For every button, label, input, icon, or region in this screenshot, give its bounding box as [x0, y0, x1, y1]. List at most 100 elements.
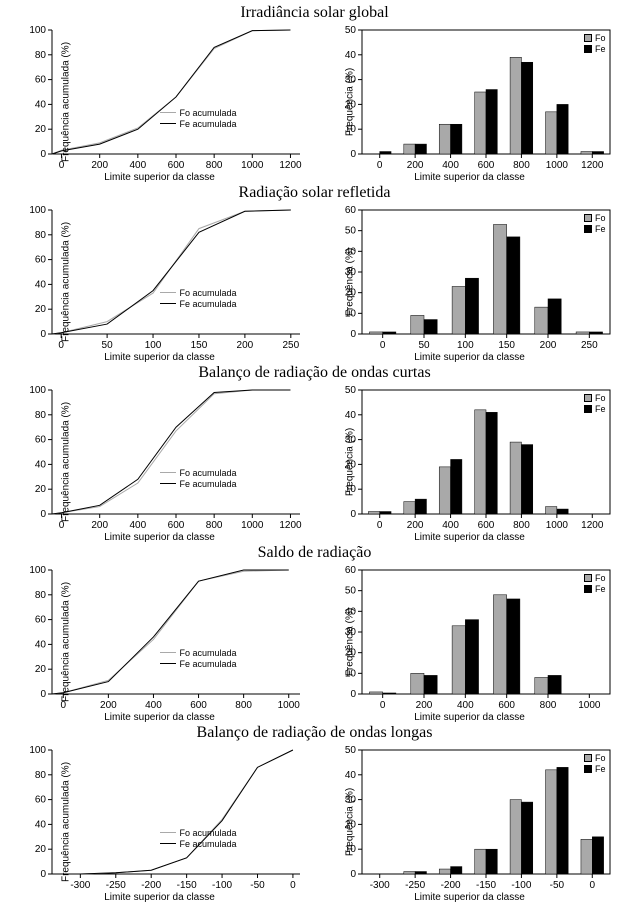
- svg-text:1200: 1200: [581, 160, 604, 171]
- x-axis-label: Limite superior da classe: [414, 532, 525, 543]
- svg-text:400: 400: [129, 520, 146, 531]
- svg-text:200: 200: [236, 340, 253, 351]
- svg-text:20: 20: [34, 664, 46, 675]
- legend-fo: Fo: [595, 213, 606, 223]
- svg-text:100: 100: [144, 340, 161, 351]
- svg-text:40: 40: [344, 770, 356, 781]
- svg-text:1000: 1000: [241, 520, 264, 531]
- section-0: Irradiância solar global0204060801000200…: [2, 4, 627, 182]
- svg-text:1000: 1000: [578, 700, 601, 711]
- legend-cumulative: Fo acumuladaFe acumulada: [160, 287, 237, 309]
- svg-text:60: 60: [34, 75, 46, 86]
- svg-text:80: 80: [34, 50, 46, 61]
- svg-text:600: 600: [477, 520, 494, 531]
- section-title: Irradiância solar global: [2, 4, 627, 22]
- svg-text:-200: -200: [141, 880, 161, 891]
- legend-fe: Fe: [595, 404, 606, 414]
- svg-text:40: 40: [34, 99, 46, 110]
- x-axis-label: Limite superior da classe: [104, 352, 215, 363]
- svg-text:600: 600: [477, 160, 494, 171]
- panel-row: 020406080100050100150200250Frequência ac…: [2, 202, 627, 362]
- svg-text:0: 0: [379, 340, 385, 351]
- svg-text:0: 0: [376, 160, 382, 171]
- legend-fo-acc: Fo acumulada: [180, 288, 237, 298]
- cumulative-chart: 020406080100050100150200250Frequência ac…: [10, 202, 310, 362]
- svg-text:1200: 1200: [581, 520, 604, 531]
- x-axis-label: Limite superior da classe: [414, 172, 525, 183]
- frequency-chart: 01020304050020040060080010001200Frequênc…: [320, 22, 620, 182]
- legend-fo: Fo: [595, 33, 606, 43]
- svg-text:50: 50: [344, 226, 356, 237]
- svg-text:200: 200: [406, 520, 423, 531]
- panel-row: 020406080100020040060080010001200Frequên…: [2, 22, 627, 182]
- legend-frequency: FoFe: [584, 392, 606, 414]
- cumulative-chart: 020406080100-300-250-200-150-100-500Freq…: [10, 742, 310, 902]
- x-axis-label: Limite superior da classe: [104, 712, 215, 723]
- svg-text:50: 50: [344, 25, 356, 36]
- svg-text:100: 100: [29, 25, 46, 36]
- x-axis-label: Limite superior da classe: [104, 892, 215, 903]
- svg-text:40: 40: [34, 639, 46, 650]
- svg-text:800: 800: [513, 520, 530, 531]
- svg-text:400: 400: [129, 160, 146, 171]
- svg-text:200: 200: [91, 160, 108, 171]
- svg-text:200: 200: [406, 160, 423, 171]
- svg-text:600: 600: [167, 160, 184, 171]
- legend-cumulative: Fo acumuladaFe acumulada: [160, 107, 237, 129]
- svg-text:0: 0: [350, 689, 356, 700]
- legend-fo: Fo: [595, 393, 606, 403]
- legend-fo-acc: Fo acumulada: [180, 468, 237, 478]
- svg-text:60: 60: [344, 205, 356, 216]
- svg-text:20: 20: [34, 844, 46, 855]
- svg-text:40: 40: [34, 279, 46, 290]
- svg-text:60: 60: [34, 435, 46, 446]
- frequency-chart: 0102030405060050100150200250Frequência (…: [320, 202, 620, 362]
- svg-text:50: 50: [101, 340, 113, 351]
- legend-fo: Fo: [595, 573, 606, 583]
- svg-text:250: 250: [282, 340, 299, 351]
- legend-fe: Fe: [595, 764, 606, 774]
- svg-text:400: 400: [442, 160, 459, 171]
- svg-text:0: 0: [290, 880, 296, 891]
- svg-text:600: 600: [167, 520, 184, 531]
- x-axis-label: Limite superior da classe: [104, 172, 215, 183]
- svg-text:1000: 1000: [545, 160, 568, 171]
- svg-text:0: 0: [40, 509, 46, 520]
- svg-text:200: 200: [91, 520, 108, 531]
- svg-text:-100: -100: [212, 880, 232, 891]
- frequency-chart: 01020304050020040060080010001200Frequênc…: [320, 382, 620, 542]
- panel-row: 020406080100020040060080010001200Frequên…: [2, 382, 627, 542]
- svg-text:0: 0: [350, 869, 356, 880]
- svg-text:80: 80: [34, 410, 46, 421]
- svg-text:-100: -100: [511, 880, 531, 891]
- y-axis-label: Frequência (%): [344, 68, 355, 136]
- svg-text:1000: 1000: [545, 520, 568, 531]
- y-axis-label: Frequência acumulada (%): [60, 42, 71, 162]
- cumulative-chart: 02040608010002004006008001000Frequência …: [10, 562, 310, 722]
- svg-text:800: 800: [539, 700, 556, 711]
- panel-row: 02040608010002004006008001000Frequência …: [2, 562, 627, 722]
- legend-fe-acc: Fe acumulada: [180, 119, 237, 129]
- svg-text:-50: -50: [549, 880, 564, 891]
- svg-text:1000: 1000: [277, 700, 300, 711]
- svg-text:50: 50: [344, 385, 356, 396]
- section-title: Balanço de radiação de ondas curtas: [2, 364, 627, 382]
- legend-fe-acc: Fe acumulada: [180, 659, 237, 669]
- svg-text:100: 100: [29, 745, 46, 756]
- y-axis-label: Frequência acumulada (%): [60, 762, 71, 882]
- svg-text:-150: -150: [475, 880, 495, 891]
- svg-text:0: 0: [376, 520, 382, 531]
- svg-text:40: 40: [34, 459, 46, 470]
- svg-text:80: 80: [34, 770, 46, 781]
- svg-text:40: 40: [34, 819, 46, 830]
- y-axis-label: Frequência (%): [344, 248, 355, 316]
- svg-text:-200: -200: [440, 880, 460, 891]
- legend-fe-acc: Fe acumulada: [180, 839, 237, 849]
- svg-text:50: 50: [418, 340, 430, 351]
- svg-text:0: 0: [350, 509, 356, 520]
- legend-fe-acc: Fe acumulada: [180, 299, 237, 309]
- section-2: Balanço de radiação de ondas curtas02040…: [2, 364, 627, 542]
- x-axis-label: Limite superior da classe: [414, 892, 525, 903]
- svg-text:50: 50: [344, 586, 356, 597]
- legend-cumulative: Fo acumuladaFe acumulada: [160, 467, 237, 489]
